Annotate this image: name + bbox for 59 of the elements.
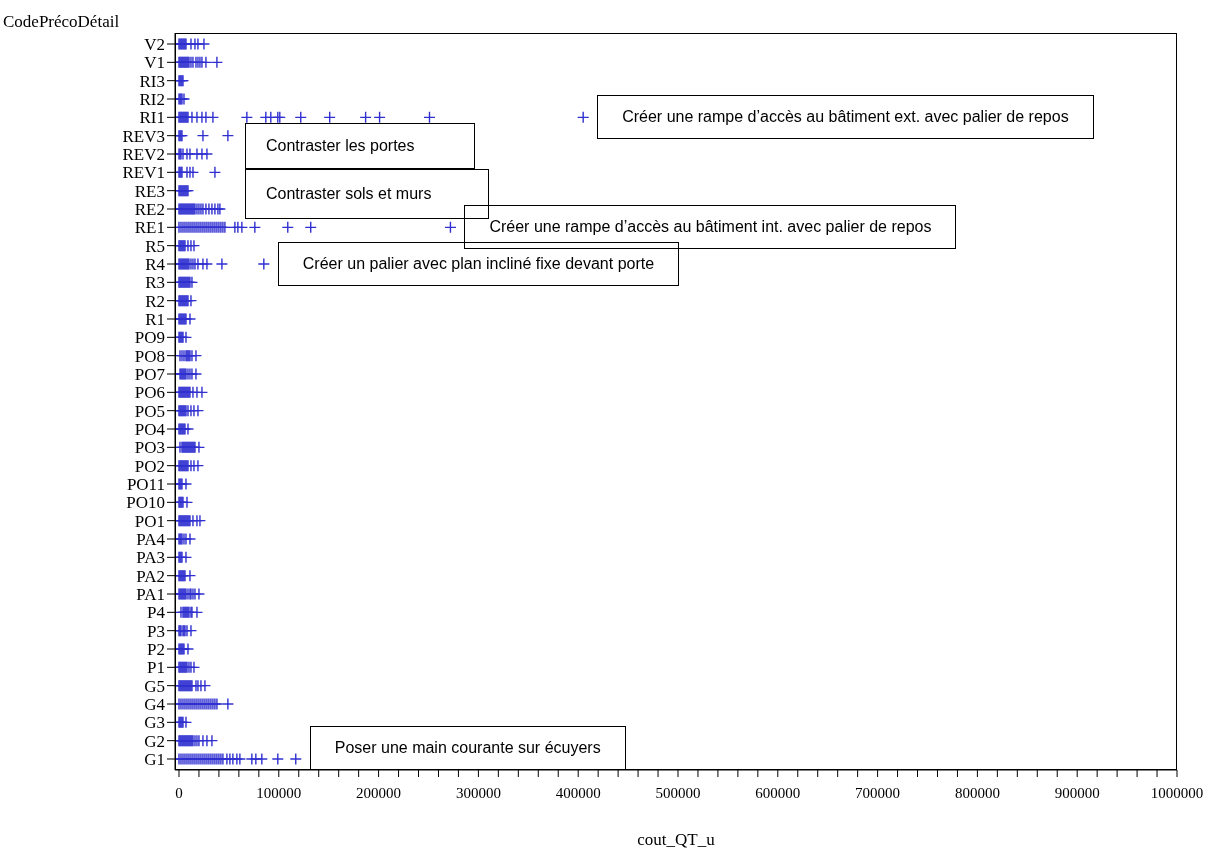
- y-tick-label: G2: [144, 731, 165, 751]
- note-box: Contraster les portes: [245, 123, 475, 169]
- y-tick-label: REV2: [122, 145, 165, 165]
- note-box: Contraster sols et murs: [245, 169, 489, 219]
- y-tick-label: RE2: [134, 200, 165, 220]
- y-tick-label: G3: [144, 713, 165, 733]
- y-tick-label: RI3: [139, 71, 165, 91]
- y-tick-label: V1: [144, 53, 165, 73]
- note-box: Créer une rampe d’accès au bâtiment ext. avec palier de repos: [597, 95, 1094, 140]
- x-tick-label: 500000: [655, 784, 701, 801]
- y-tick-label: REV3: [122, 126, 165, 146]
- y-tick-label: R2: [145, 291, 165, 311]
- y-tick-label: PO6: [134, 383, 165, 403]
- y-tick-label: PO3: [134, 438, 165, 458]
- y-tick-label: PO10: [126, 493, 165, 513]
- y-tick-label: RE1: [134, 218, 165, 238]
- y-tick-label: PA1: [136, 585, 165, 605]
- y-tick-label: PO4: [134, 420, 166, 440]
- y-tick-label: R3: [145, 273, 165, 293]
- y-tick-label: PO8: [134, 346, 165, 366]
- y-tick-label: RE3: [134, 181, 165, 201]
- y-tick-label: PO1: [134, 511, 165, 531]
- note-box: Créer une rampe d’accès au bâtiment int. avec palier de repos: [464, 205, 957, 250]
- y-tick-label: PO11: [126, 475, 165, 495]
- y-tick-label: V2: [144, 35, 165, 55]
- y-tick-label: RI1: [139, 108, 165, 128]
- y-tick-label: PA2: [136, 566, 165, 586]
- note-box: Créer un palier avec plan incliné fixe devant porte: [277, 242, 680, 286]
- y-tick-label: G4: [144, 695, 166, 715]
- x-axis-title: cout_QT_u: [636, 830, 716, 850]
- y-tick-label: G1: [144, 750, 165, 770]
- y-tick-label: R4: [145, 255, 166, 275]
- x-tick-label: 1000000: [1150, 784, 1204, 801]
- y-tick-label: P1: [147, 658, 165, 678]
- x-tick-label: 200000: [356, 784, 402, 801]
- x-tick-label: 300000: [455, 784, 501, 801]
- y-axis-title: CodePrécoDétail: [3, 12, 120, 32]
- y-tick-label: R1: [145, 310, 165, 330]
- y-tick-label: P2: [147, 640, 165, 660]
- x-tick-label: 400000: [555, 784, 601, 801]
- y-tick-label: P3: [147, 621, 165, 641]
- y-tick-label: P4: [147, 603, 166, 623]
- x-tick-label: 0: [175, 784, 183, 801]
- y-tick-label: PA4: [136, 530, 166, 550]
- x-tick-label: 700000: [855, 784, 901, 801]
- y-tick-label: G5: [144, 676, 165, 696]
- x-tick-label: 900000: [1054, 784, 1100, 801]
- x-tick-label: 600000: [755, 784, 801, 801]
- y-tick-label: PO2: [134, 456, 165, 476]
- y-tick-label: PO7: [134, 365, 166, 385]
- y-tick-label: RI2: [139, 90, 165, 110]
- x-tick-label: 800000: [954, 784, 1000, 801]
- y-tick-label: R5: [145, 236, 165, 256]
- y-tick-label: PO5: [134, 401, 165, 421]
- y-tick-label: PA3: [136, 548, 165, 568]
- y-tick-label: PO9: [134, 328, 165, 348]
- x-tick-label: 100000: [256, 784, 302, 801]
- note-box: Poser une main courante sur écuyers: [309, 726, 626, 770]
- y-tick-label: REV1: [122, 163, 165, 183]
